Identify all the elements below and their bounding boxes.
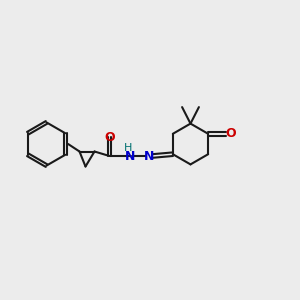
Text: O: O (104, 131, 115, 144)
Text: O: O (226, 127, 236, 140)
Text: H: H (124, 142, 132, 153)
Text: N: N (125, 149, 136, 163)
Text: N: N (144, 149, 154, 163)
